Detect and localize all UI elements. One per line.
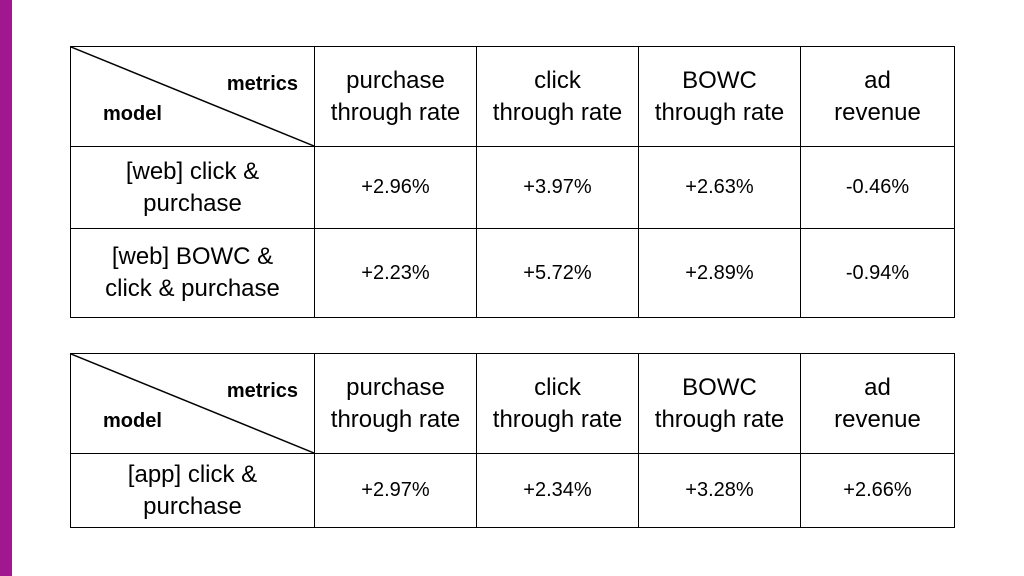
- cell-bowc-through-rate: +2.89%: [638, 228, 801, 318]
- web-results-table: metrics model purchase through rate click…: [70, 46, 955, 318]
- corner-model-label: model: [103, 103, 162, 125]
- table-row: [web] BOWC & click & purchase +2.23% +5.7…: [70, 228, 955, 318]
- header-purchase-through-rate: purchase through rate: [314, 46, 477, 147]
- header-click-through-rate: click through rate: [476, 46, 639, 147]
- cell-ad-revenue: -0.94%: [800, 228, 955, 318]
- cell-click-through-rate: +2.34%: [476, 453, 639, 528]
- app-results-table: metrics model purchase through rate click…: [70, 353, 955, 528]
- row-model-label: [web] BOWC & click & purchase: [70, 228, 315, 318]
- table-header-row: metrics model purchase through rate click…: [70, 46, 955, 147]
- diagonal-divider: [71, 354, 314, 453]
- cell-click-through-rate: +5.72%: [476, 228, 639, 318]
- cell-ad-revenue: -0.46%: [800, 146, 955, 229]
- cell-bowc-through-rate: +3.28%: [638, 453, 801, 528]
- header-bowc-through-rate: BOWC through rate: [638, 353, 801, 454]
- table-row: [web] click & purchase +2.96% +3.97% +2.6…: [70, 146, 955, 229]
- cell-purchase-through-rate: +2.23%: [314, 228, 477, 318]
- cell-purchase-through-rate: +2.96%: [314, 146, 477, 229]
- cell-purchase-through-rate: +2.97%: [314, 453, 477, 528]
- row-model-label: [web] click & purchase: [70, 146, 315, 229]
- cell-click-through-rate: +3.97%: [476, 146, 639, 229]
- header-purchase-through-rate: purchase through rate: [314, 353, 477, 454]
- accent-bar: [0, 0, 12, 576]
- corner-metrics-label: metrics: [226, 380, 298, 402]
- row-model-label: [app] click & purchase: [70, 453, 315, 528]
- header-ad-revenue: ad revenue: [800, 46, 955, 147]
- header-click-through-rate: click through rate: [476, 353, 639, 454]
- corner-model-label: model: [103, 410, 162, 432]
- header-bowc-through-rate: BOWC through rate: [638, 46, 801, 147]
- cell-bowc-through-rate: +2.63%: [638, 146, 801, 229]
- corner-metrics-label: metrics: [226, 73, 298, 95]
- table-row: [app] click & purchase +2.97% +2.34% +3.2…: [70, 453, 955, 528]
- table-header-row: metrics model purchase through rate click…: [70, 353, 955, 454]
- diagonal-divider: [71, 47, 314, 146]
- header-ad-revenue: ad revenue: [800, 353, 955, 454]
- corner-cell: metrics model: [70, 353, 315, 454]
- corner-cell: metrics model: [70, 46, 315, 147]
- cell-ad-revenue: +2.66%: [800, 453, 955, 528]
